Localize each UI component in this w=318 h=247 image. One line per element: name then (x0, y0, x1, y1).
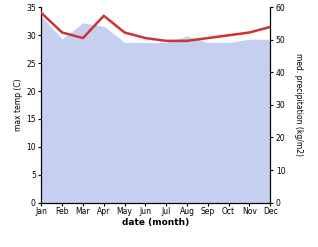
X-axis label: date (month): date (month) (122, 219, 190, 227)
Y-axis label: max temp (C): max temp (C) (14, 79, 23, 131)
Y-axis label: med. precipitation (kg/m2): med. precipitation (kg/m2) (294, 53, 303, 157)
